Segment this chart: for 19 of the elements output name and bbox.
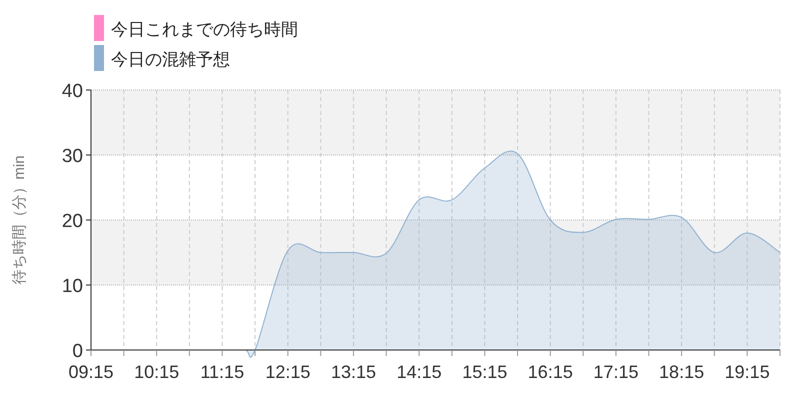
y-tick-label: 30 [62,146,83,167]
y-tick-label: 20 [62,211,83,232]
x-tick-label: 13:15 [330,362,376,382]
y-tick-label: 10 [62,276,83,297]
x-tick-label: 15:15 [462,362,508,382]
legend-label: 今日の混雑予想 [111,50,230,69]
x-tick-label: 16:15 [528,362,573,382]
x-tick-label: 14:15 [396,362,442,382]
legend-label: 今日これまでの待ち時間 [111,20,298,39]
x-tick-label: 18:15 [659,362,704,382]
x-tick-label: 11:15 [200,362,244,382]
y-axis-title: 待ち時間（分）min [11,155,28,285]
y-tick-label: 40 [62,81,83,102]
x-tick-label: 10:15 [134,362,180,382]
x-tick-label: 19:15 [724,362,770,382]
y-tick-label: 0 [72,341,83,362]
x-tick-label: 12:15 [265,362,310,382]
x-tick-label: 09:15 [68,362,114,382]
x-tick-label: 17:15 [593,362,638,382]
